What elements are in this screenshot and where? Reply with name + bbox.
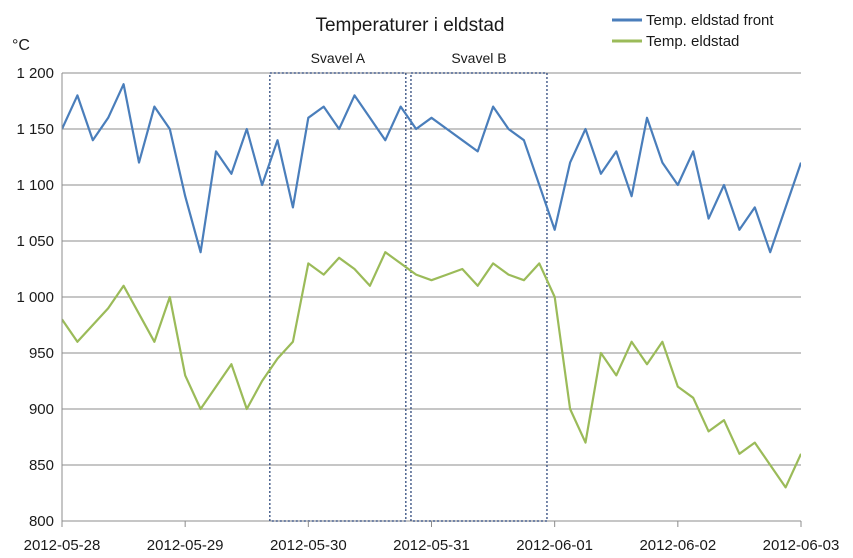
series-layer xyxy=(62,83,801,489)
x-tick-label: 2012-05-30 xyxy=(270,537,347,554)
x-tick-label: 2012-06-01 xyxy=(516,537,593,554)
annotation-label: Svavel A xyxy=(311,50,366,66)
annotation-layer: Svavel A Svavel B xyxy=(269,50,548,522)
legend-label: Temp. eldstad front xyxy=(646,12,774,29)
annotation-label: Svavel B xyxy=(451,50,506,66)
y-tick-label: 800 xyxy=(29,513,54,530)
y-tick-label: 1 000 xyxy=(16,289,54,306)
y-tick-label: 1 050 xyxy=(16,233,54,250)
x-tick-label: 2012-06-03 xyxy=(763,537,840,554)
y-tick-label: 850 xyxy=(29,457,54,474)
x-tick-label: 2012-05-29 xyxy=(147,537,224,554)
y-tick-label: 950 xyxy=(29,345,54,362)
chart-title: Temperaturer i eldstad xyxy=(315,15,504,36)
x-tick-label: 2012-05-31 xyxy=(393,537,470,554)
y-tick-label: 900 xyxy=(29,401,54,418)
y-axis-unit-label: °C xyxy=(12,37,30,54)
axis-layer: 800 850 900 950 1 000 1 050 1 100 1 150 1 200 201… xyxy=(16,65,839,554)
series-line-main xyxy=(62,251,801,489)
legend: Temp. eldstad front Temp. eldstad xyxy=(612,12,774,50)
legend-label: Temp. eldstad xyxy=(646,33,739,50)
y-tick-label: 1 150 xyxy=(16,121,54,138)
y-tick-label: 1 200 xyxy=(16,65,54,82)
series-line-front xyxy=(62,83,801,254)
y-tick-label: 1 100 xyxy=(16,177,54,194)
x-tick-label: 2012-06-02 xyxy=(639,537,716,554)
x-tick-label: 2012-05-28 xyxy=(24,537,101,554)
